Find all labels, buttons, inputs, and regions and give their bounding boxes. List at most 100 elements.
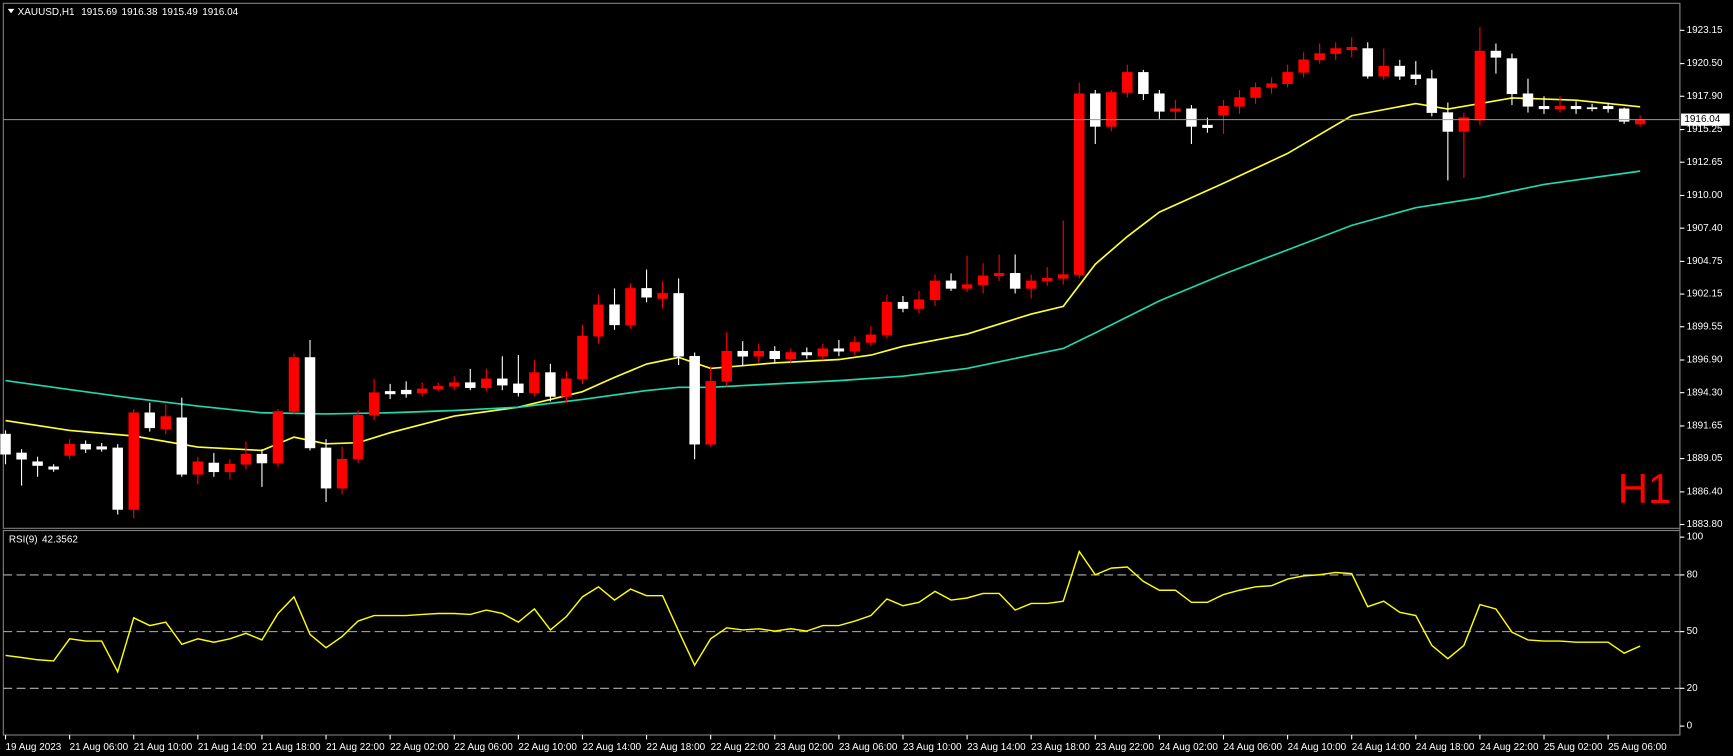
- candle-body: [1506, 58, 1518, 95]
- x-tick-label: 22 Aug 22:00: [711, 742, 770, 753]
- candle-body: [240, 453, 252, 465]
- candle-body: [1538, 106, 1550, 110]
- x-tick-label: 19 Aug 2023: [6, 742, 62, 753]
- candle-body: [1474, 50, 1486, 121]
- x-tick-label: 24 Aug 18:00: [1416, 742, 1475, 753]
- y-tick-label: 1920.50: [1687, 58, 1723, 69]
- x-tick-label: 24 Aug 22:00: [1480, 742, 1539, 753]
- candle-body: [801, 352, 813, 356]
- candle-body: [1234, 97, 1245, 107]
- candle-body: [961, 284, 973, 289]
- candle-body: [448, 382, 460, 387]
- x-tick-label: 23 Aug 10:00: [903, 742, 962, 753]
- candle-body: [1314, 53, 1325, 61]
- x-tick-label: 21 Aug 06:00: [70, 742, 129, 753]
- last-price-label: 1916.04: [1684, 114, 1720, 125]
- x-tick-label: 23 Aug 22:00: [1095, 742, 1154, 753]
- candle-body: [561, 378, 572, 397]
- candle-body: [1025, 280, 1037, 289]
- candle-body: [368, 392, 380, 416]
- y-tick-label: 1915.25: [1687, 124, 1723, 135]
- x-tick-label: 21 Aug 14:00: [198, 742, 257, 753]
- candle-body: [1041, 278, 1053, 282]
- candle-body: [272, 411, 284, 464]
- candle-body: [625, 288, 636, 326]
- candle-body: [1634, 119, 1646, 125]
- candle-body: [993, 273, 1005, 277]
- x-tick-label: 23 Aug 06:00: [839, 742, 898, 753]
- x-tick-label: 21 Aug 18:00: [262, 742, 321, 753]
- y-tick-label: 1912.65: [1687, 157, 1723, 168]
- candle-body: [1378, 65, 1389, 77]
- candle-body: [224, 463, 236, 473]
- candle-body: [160, 416, 172, 430]
- x-tick-label: 22 Aug 18:00: [647, 742, 706, 753]
- candle-body: [1250, 87, 1261, 98]
- candle-body: [465, 382, 476, 388]
- y-tick-label: 1883.80: [1687, 519, 1723, 530]
- candle-body: [849, 342, 861, 352]
- candle-body: [208, 462, 220, 473]
- candle-body: [1009, 273, 1021, 289]
- candle-body: [16, 452, 27, 460]
- x-tick-label: 22 Aug 10:00: [518, 742, 577, 753]
- last-price-box: [1681, 113, 1730, 126]
- x-tick-label: 23 Aug 14:00: [967, 742, 1026, 753]
- candle-body: [817, 348, 829, 357]
- candle-body: [352, 415, 364, 460]
- candle-body: [689, 355, 700, 445]
- x-tick-label: 21 Aug 22:00: [326, 742, 385, 753]
- x-tick-label: 25 Aug 06:00: [1608, 742, 1667, 753]
- y-tick-label: 1891.65: [1687, 421, 1723, 432]
- candle-body: [416, 388, 428, 393]
- candle-body: [1122, 72, 1133, 93]
- candle-body: [1090, 93, 1101, 127]
- y-tick-label: 1910.00: [1687, 190, 1723, 201]
- candle-body: [128, 412, 139, 510]
- candle-body: [1394, 65, 1406, 77]
- candle-body: [897, 301, 909, 309]
- candle-body: [721, 350, 732, 382]
- x-tick-label: 24 Aug 06:00: [1223, 742, 1282, 753]
- candle-body: [481, 378, 492, 388]
- candle-body: [641, 288, 652, 298]
- y-tick-label: 100: [1687, 532, 1704, 543]
- candle-body: [1186, 108, 1197, 127]
- candle-body: [593, 304, 604, 337]
- candle-body: [432, 386, 444, 390]
- x-tick-label: 24 Aug 10:00: [1288, 742, 1347, 753]
- candle-body: [1218, 106, 1229, 116]
- candle-body: [1618, 108, 1630, 122]
- candle-body: [1298, 59, 1309, 73]
- rsi-title: RSI(9): [9, 534, 38, 545]
- candle-body: [192, 461, 204, 475]
- y-tick-label: 50: [1687, 626, 1699, 637]
- candle-body: [1154, 93, 1165, 112]
- y-tick-label: 20: [1687, 683, 1699, 694]
- candle-body: [1138, 72, 1149, 95]
- candle-body: [529, 372, 540, 393]
- y-tick-label: 1904.75: [1687, 256, 1723, 267]
- x-tick-label: 24 Aug 14:00: [1352, 742, 1411, 753]
- candle-body: [1490, 50, 1502, 58]
- candle-body: [929, 280, 941, 301]
- candle-body: [1442, 112, 1454, 132]
- y-tick-label: 1907.40: [1687, 223, 1723, 234]
- candle-body: [881, 301, 893, 336]
- symbol: XAUUSD,H1: [18, 7, 75, 18]
- x-tick-label: 23 Aug 02:00: [775, 742, 834, 753]
- candle-body: [32, 461, 43, 466]
- candle-body: [0, 433, 11, 455]
- y-tick-label: 0: [1687, 721, 1693, 732]
- candle-body: [336, 458, 348, 489]
- candle-body: [545, 372, 556, 397]
- candle-body: [913, 299, 925, 309]
- moving-average-line: [5, 97, 1641, 452]
- chart-header: XAUUSD,H1 1915.69 1916.38 1915.49 1916.04: [18, 7, 239, 18]
- header-open: 1915.69: [81, 7, 117, 18]
- candle-body: [785, 352, 797, 360]
- candle-body: [833, 348, 845, 352]
- candle-body: [176, 417, 188, 475]
- menu-triangle: [7, 8, 15, 14]
- candle-body: [737, 350, 748, 357]
